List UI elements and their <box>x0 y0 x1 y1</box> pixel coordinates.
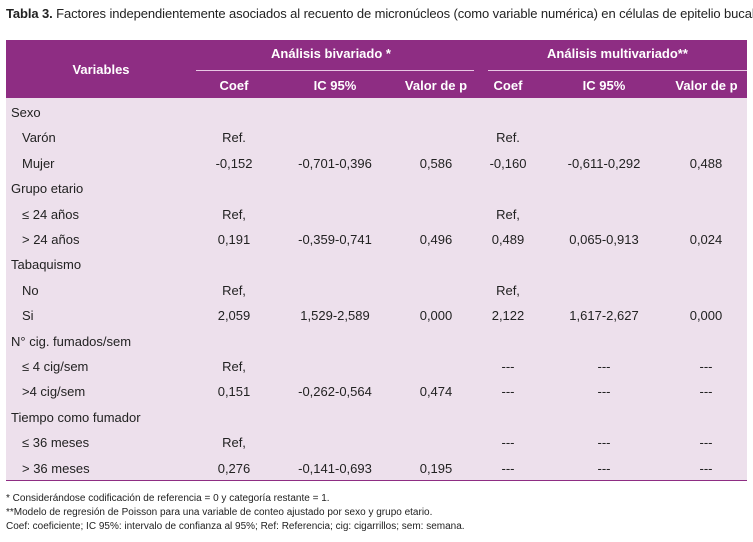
header-col-p-2: Valor de p <box>675 78 738 93</box>
table-cell: --- <box>699 435 713 451</box>
table-cell: Ref, <box>496 206 520 222</box>
row-category-label: Sexo <box>11 105 41 120</box>
header-divider-multivariate <box>488 70 747 71</box>
table-row: > 24 años 0,191 -0,359-0,741 0,496 0,489 0,06… <box>6 227 747 252</box>
header-col-ic-2: IC 95% <box>582 78 626 93</box>
table-cell: 0,000 <box>419 308 453 324</box>
table-cell: -0,701-0,396 <box>298 155 372 171</box>
table-cell: Ref. <box>222 130 246 146</box>
header-variables: Variables <box>72 62 130 77</box>
table-cell: 0,195 <box>419 460 453 476</box>
row-category-label: N° cig. fumados/sem <box>11 333 132 349</box>
table-cell: 2,059 <box>217 308 251 324</box>
row-sublabel: ≤ 4 cig/sem <box>22 359 89 374</box>
table-body: Sexo Varón Ref. Ref. Mujer -0,152 -0,701-0,396… <box>6 98 747 480</box>
table-cell: --- <box>501 384 515 400</box>
row-sublabel: Si <box>22 308 34 324</box>
table-row: Si 2,059 1,529-2,589 0,000 2,122 1,617-2,627 0… <box>6 303 747 328</box>
header-divider-bivariate <box>196 70 474 71</box>
table-row: No Ref, Ref, <box>6 278 747 303</box>
row-sublabel: Varón <box>22 130 56 146</box>
table-row: Mujer -0,152 -0,701-0,396 0,586 -0,160 -0,611… <box>6 151 747 176</box>
table-caption: Factores independientemente asociados al… <box>56 6 753 21</box>
table-row: N° cig. fumados/sem <box>6 329 747 354</box>
table-cell: -0,160 <box>489 155 527 171</box>
table-bottom-rule <box>6 480 747 481</box>
table-cell: 0,474 <box>419 384 453 400</box>
table-cell: -0,152 <box>215 155 253 171</box>
table-cell: --- <box>597 359 611 374</box>
table-cell: -0,262-0,564 <box>298 384 372 400</box>
header-group-bivariate: Análisis bivariado * <box>271 46 391 61</box>
table-cell: --- <box>597 384 611 400</box>
table-row: ≤ 36 meses Ref, --- --- --- <box>6 430 747 455</box>
table-row: Tabaquismo <box>6 252 747 277</box>
table-cell: 0,151 <box>217 384 251 400</box>
table-title: Tabla 3. Factores independientemente aso… <box>6 6 753 21</box>
row-sublabel: >4 cig/sem <box>22 384 86 400</box>
table-cell: 0,496 <box>419 232 453 247</box>
header-col-coef-2: Coef <box>493 78 523 93</box>
table-cell: 0,276 <box>217 460 251 476</box>
table-cell: Ref, <box>496 282 520 298</box>
table-cell: Ref, <box>222 359 246 374</box>
table-cell: --- <box>501 359 515 374</box>
table-row: Grupo etario <box>6 176 747 201</box>
table-notes: * Considerándose codificación de referen… <box>6 492 465 534</box>
header-col-p-1: Valor de p <box>404 78 468 93</box>
row-sublabel: Mujer <box>22 155 55 171</box>
table-row: ≤ 24 años Ref, Ref, <box>6 202 747 227</box>
row-sublabel: ≤ 36 meses <box>22 435 90 451</box>
table-cell: 0,488 <box>689 155 723 171</box>
table-row: ≤ 4 cig/sem Ref, --- --- --- <box>6 354 747 379</box>
table-cell: --- <box>501 460 515 476</box>
table-row: >4 cig/sem 0,151 -0,262-0,564 0,474 --- --- --… <box>6 379 747 404</box>
row-category-label: Grupo etario <box>11 181 84 197</box>
table-cell: --- <box>699 384 713 400</box>
table-cell: -0,141-0,693 <box>298 460 372 476</box>
table-cell: -0,359-0,741 <box>298 232 372 247</box>
row-sublabel: > 36 meses <box>22 460 90 476</box>
table-row: Tiempo como fumador <box>6 405 747 430</box>
table-header: Variables Análisis bivariado * Análisis … <box>6 40 747 98</box>
note-2: **Modelo de regresión de Poisson para un… <box>6 507 433 518</box>
note-3: Coef: coeficiente; IC 95%: intervalo de … <box>6 521 465 532</box>
table-cell: --- <box>597 435 611 451</box>
table-cell: 0,489 <box>491 232 525 247</box>
table-row: Sexo <box>6 100 747 125</box>
note-1: * Considerándose codificación de referen… <box>6 493 330 504</box>
table-cell: Ref. <box>496 130 520 146</box>
table-cell: 1,529-2,589 <box>300 308 370 324</box>
table-cell: Ref, <box>222 435 246 451</box>
row-sublabel: ≤ 24 años <box>22 206 80 222</box>
table-cell: Ref, <box>222 206 246 222</box>
row-sublabel: > 24 años <box>22 232 80 247</box>
table-cell: 0,586 <box>419 155 453 171</box>
header-group-multivariate: Análisis multivariado** <box>547 46 688 61</box>
table-cell: --- <box>699 359 713 374</box>
table-cell: --- <box>699 460 713 476</box>
table-cell: 0,191 <box>217 232 251 247</box>
table-cell: -0,611-0,292 <box>567 155 641 171</box>
table-cell: --- <box>597 460 611 476</box>
table-row: Varón Ref. Ref. <box>6 125 747 150</box>
table-number: Tabla 3. <box>6 6 53 21</box>
header-col-ic-1: IC 95% <box>313 78 357 93</box>
row-category-label: Tabaquismo <box>11 257 82 273</box>
table-cell: 0,024 <box>689 232 723 247</box>
table-cell: --- <box>501 435 515 451</box>
table-cell: Ref, <box>222 282 246 298</box>
table-cell: 0,000 <box>689 308 723 324</box>
header-col-coef-1: Coef <box>219 78 249 93</box>
row-category-label: Tiempo como fumador <box>11 409 141 425</box>
table-cell: 2,122 <box>491 308 525 324</box>
table-cell: 0,065-0,913 <box>569 232 639 247</box>
row-sublabel: No <box>22 282 39 298</box>
table-cell: 1,617-2,627 <box>569 308 639 324</box>
table-row: > 36 meses 0,276 -0,141-0,693 0,195 --- --- --… <box>6 456 747 481</box>
